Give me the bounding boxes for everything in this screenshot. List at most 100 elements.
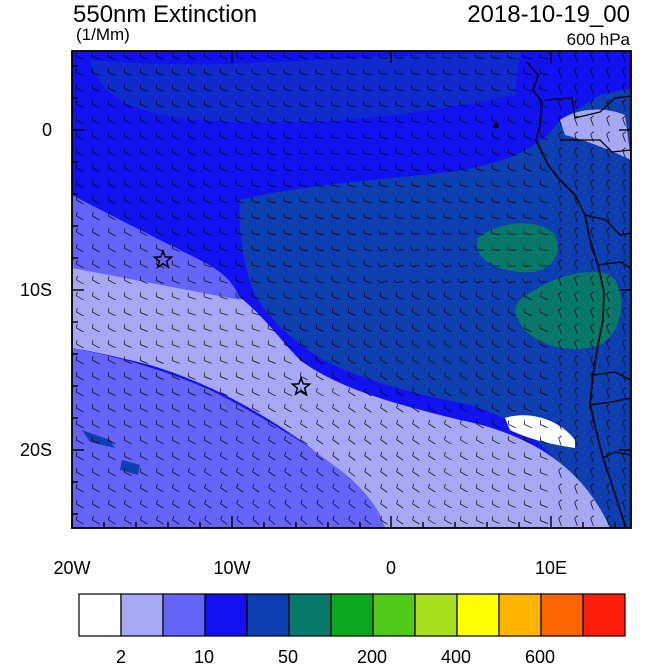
- wind-barb: [379, 181, 388, 188]
- wind-barb: [507, 148, 516, 156]
- wind-barb: [236, 420, 244, 429]
- wind-barb: [348, 467, 356, 477]
- wind-barb: [458, 229, 469, 235]
- wind-barb: [315, 117, 324, 124]
- wind-barb: [476, 372, 484, 381]
- wind-barb: [123, 404, 132, 412]
- wind-barb: [284, 499, 292, 509]
- wind-barb: [378, 69, 389, 75]
- colorbar-swatch: [372, 593, 416, 637]
- wind-barb: [574, 83, 578, 94]
- wind-barb: [558, 419, 562, 430]
- wind-barb: [300, 515, 308, 525]
- wind-barb: [380, 371, 388, 381]
- wind-barb: [140, 452, 148, 461]
- wind-barb: [364, 515, 372, 525]
- wind-barb: [267, 164, 276, 172]
- wind-barb: [348, 435, 356, 445]
- wind-barb: [316, 388, 324, 397]
- wind-barb: [155, 292, 164, 300]
- wind-barb: [220, 483, 228, 493]
- wind-barb: [540, 292, 548, 301]
- wind-barb: [203, 84, 212, 92]
- wind-barb: [188, 483, 196, 493]
- wind-barb: [251, 84, 260, 92]
- wind-barb: [622, 99, 626, 110]
- wind-barb: [395, 85, 405, 91]
- wind-barb: [606, 419, 610, 430]
- wind-barb: [155, 340, 164, 348]
- wind-barb: [606, 323, 610, 334]
- wind-barb: [377, 279, 388, 284]
- wind-barb: [252, 483, 260, 493]
- wind-barb: [219, 244, 228, 252]
- wind-barb: [412, 467, 420, 477]
- x-tick-label: 0: [385, 558, 397, 578]
- colorbar-swatch: [540, 593, 584, 637]
- wind-barb: [460, 308, 468, 317]
- wind-barb: [492, 484, 500, 493]
- wind-barb: [524, 324, 532, 333]
- wind-barb: [124, 276, 132, 285]
- wind-barb: [574, 515, 578, 526]
- wind-barb: [622, 275, 626, 286]
- wind-barb: [171, 116, 180, 124]
- wind-barb: [574, 51, 578, 62]
- wind-barb: [396, 515, 404, 525]
- wind-barb: [412, 499, 420, 509]
- wind-barb: [540, 132, 548, 140]
- wind-barb: [622, 51, 626, 62]
- wind-barb: [622, 483, 626, 494]
- wind-barb: [558, 323, 562, 334]
- wind-barb: [363, 213, 372, 220]
- wind-barb: [475, 213, 485, 219]
- wind-barb: [490, 53, 501, 59]
- colorbar-swatch: [498, 593, 542, 637]
- wind-barb: [606, 131, 610, 142]
- colorbar-label: 10: [193, 647, 215, 667]
- wind-barb: [427, 197, 436, 204]
- wind-barb: [606, 67, 610, 78]
- wind-barb: [606, 307, 610, 318]
- wind-barb: [411, 132, 420, 140]
- wind-barb: [428, 308, 436, 317]
- wind-barb: [75, 84, 84, 92]
- wind-barb: [284, 451, 292, 461]
- wind-barb: [606, 339, 610, 350]
- wind-barb: [425, 262, 437, 267]
- wind-barb: [490, 262, 501, 267]
- wind-barb: [363, 165, 372, 172]
- wind-barb: [622, 355, 626, 366]
- island-dot: [493, 123, 499, 129]
- wind-barb: [523, 452, 532, 460]
- wind-barb: [331, 197, 340, 204]
- wind-barb: [139, 356, 148, 364]
- wind-barb: [622, 147, 626, 158]
- wind-barb: [347, 292, 356, 300]
- wind-barb: [299, 244, 308, 252]
- wind-barb: [508, 340, 516, 349]
- wind-barb: [590, 435, 594, 446]
- wind-barb: [267, 324, 276, 332]
- wind-barb: [606, 99, 610, 110]
- wind-barb: [76, 244, 84, 253]
- wind-barb: [172, 484, 180, 493]
- wind-barb: [590, 467, 594, 478]
- wind-barb: [378, 230, 389, 235]
- wind-barb: [251, 292, 260, 300]
- wind-barb: [203, 148, 212, 156]
- wind-barb: [171, 372, 180, 380]
- wind-barb: [316, 483, 324, 493]
- wind-barb: [348, 451, 356, 461]
- wind-barb: [332, 499, 340, 509]
- wind-barb: [606, 275, 610, 286]
- wind-barb: [203, 324, 212, 332]
- wind-barb: [622, 307, 626, 318]
- wind-barb: [283, 197, 292, 204]
- wind-barb: [76, 148, 84, 157]
- wind-barb: [460, 468, 468, 477]
- wind-barb: [235, 372, 244, 380]
- wind-barb: [507, 468, 516, 476]
- wind-barb: [299, 53, 308, 60]
- wind-barb: [378, 54, 388, 59]
